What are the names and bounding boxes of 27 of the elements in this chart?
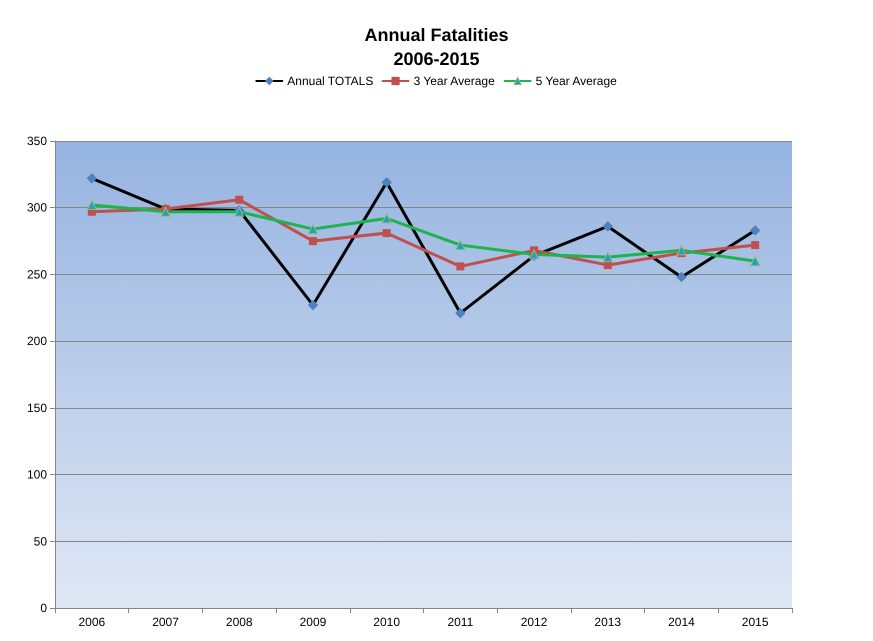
y-tick-label: 50 [34, 534, 48, 548]
y-tick-label: 350 [26, 134, 48, 148]
y-tick-label: 300 [26, 200, 48, 215]
point [308, 237, 317, 246]
x-tick-label: 2009 [300, 615, 327, 629]
x-tick-label: 2008 [226, 615, 253, 629]
y-tick-label: 0 [40, 601, 48, 615]
x-tick-label: 2007 [152, 615, 180, 629]
y-tick-label: 250 [26, 267, 48, 282]
y-tick-label: 200 [26, 334, 48, 348]
legend-label: Annual TOTALS [287, 74, 374, 88]
point [382, 229, 391, 238]
x-tick-label: 2014 [668, 615, 696, 629]
x-tick-label: 2010 [373, 615, 400, 629]
y-tick-label: 100 [26, 468, 48, 482]
point [456, 262, 464, 270]
x-tick-label: 2013 [594, 615, 622, 629]
x-tick-label: 2012 [520, 615, 548, 629]
legend-label: 5 Year Average [536, 74, 618, 88]
point [751, 241, 760, 250]
point [235, 196, 244, 204]
x-tick-label: 2015 [742, 615, 769, 629]
x-tick-label: 2006 [78, 615, 106, 629]
x-tick-label: 2011 [447, 615, 474, 629]
chart-title: Annual Fatalities 2006-2015 [364, 25, 509, 69]
y-tick-label: 150 [26, 400, 48, 415]
legend-label: 3 Year Average [414, 74, 496, 88]
